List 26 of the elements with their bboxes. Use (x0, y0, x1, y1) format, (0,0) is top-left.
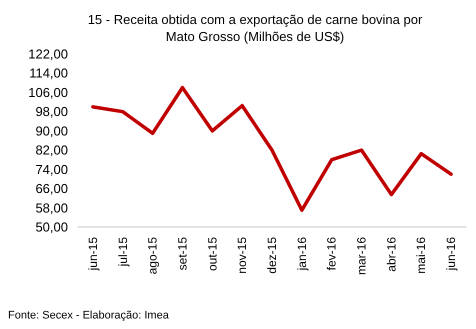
chart-title: 15 - Receita obtida com a exportação de carne bovina por Mato Grosso (Milhões de US$) (88, 12, 423, 44)
x-tick-label: mar-16 (354, 236, 369, 276)
x-tick-label: abr-16 (384, 236, 398, 272)
x-tick-label: set-15 (175, 236, 190, 270)
x-tick-label: jan-16 (294, 236, 309, 272)
source-note: Fonte: Secex - Elaboração: Imea (8, 310, 170, 322)
line-series (91, 86, 453, 212)
x-tick-label: jul-15 (116, 236, 130, 268)
y-tick-label: 66,00 (35, 181, 68, 196)
y-tick-label: 98,00 (35, 104, 68, 120)
x-tick-label: out-15 (205, 236, 220, 272)
y-tick-label: 122,00 (28, 46, 68, 62)
x-tick-label: nov-15 (235, 236, 250, 274)
y-tick-label: 58,00 (35, 200, 68, 216)
x-tick-label: jun-16 (444, 236, 458, 272)
y-tick-label: 74,00 (35, 162, 68, 177)
y-tick-label: 106,00 (28, 84, 68, 100)
x-tick-label: fev-16 (324, 236, 339, 270)
y-tick-label: 90,00 (35, 123, 68, 138)
x-tick-label: jun-15 (86, 236, 100, 272)
x-tick-label: dez-15 (265, 236, 279, 274)
y-tick-label: 50,00 (35, 220, 68, 234)
x-tick-label: ago-15 (146, 236, 160, 274)
y-tick-label: 114,00 (29, 66, 68, 81)
x-tick-label: mai-16 (414, 236, 428, 274)
y-tick-label: 82,00 (35, 142, 68, 158)
